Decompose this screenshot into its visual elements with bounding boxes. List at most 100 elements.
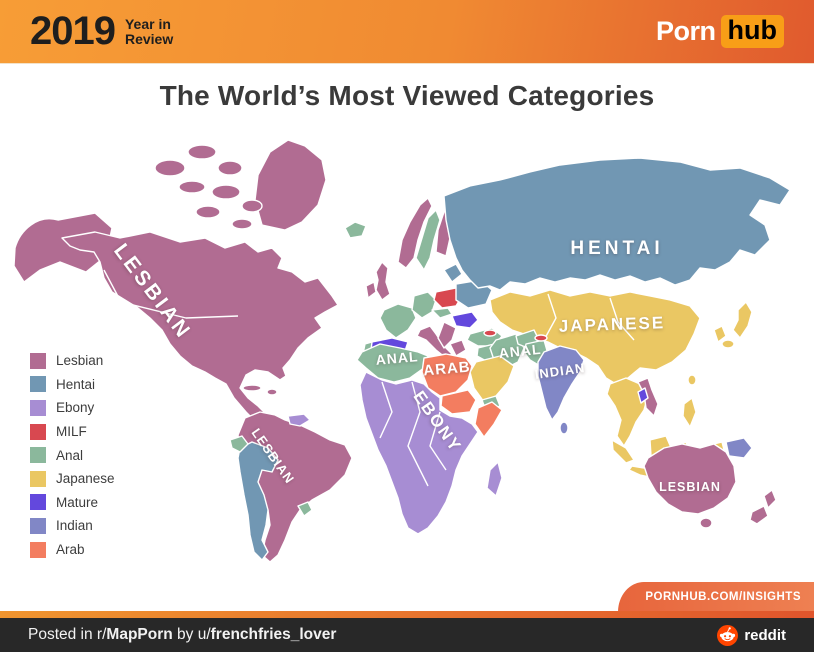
- region-papua-new-guinea: [725, 437, 753, 459]
- page-title: The World’s Most Viewed Categories: [159, 80, 655, 111]
- legend-label: Arab: [56, 542, 85, 558]
- region-arctic-island: [178, 180, 206, 194]
- region-france: [379, 303, 417, 339]
- pornhub-logo: Porn hub: [656, 15, 784, 48]
- username: frenchfries_lover: [210, 626, 337, 643]
- region-greenland: [254, 139, 327, 231]
- reddit-icon: [717, 624, 739, 646]
- region-somalia: [474, 401, 503, 438]
- region-india: [537, 345, 585, 421]
- region-tasmania: [699, 517, 713, 529]
- legend-label: Lesbian: [56, 353, 104, 369]
- border-kazakh-china: [543, 293, 635, 341]
- region-korea: [713, 325, 727, 343]
- reddit-logo: reddit: [717, 624, 786, 646]
- legend-item-lesbian: Lesbian: [30, 349, 115, 373]
- region-greece: [449, 339, 467, 357]
- legend-swatch-lesbian: [30, 352, 46, 369]
- legend-swatch-ebony: [30, 399, 46, 416]
- region-arctic-island: [187, 144, 217, 160]
- legend-swatch-indian: [30, 517, 46, 534]
- legend-item-japanese: Japanese: [30, 467, 115, 491]
- region-taiwan: [687, 374, 697, 386]
- subreddit-name: MapPorn: [106, 626, 173, 643]
- region-saudi-arabia: [469, 355, 515, 403]
- legend-label: Ebony: [56, 400, 95, 416]
- legend-label: Anal: [56, 447, 84, 463]
- region-sweden: [415, 209, 441, 271]
- legend-item-arab: Arab: [30, 538, 115, 562]
- region-sri-lanka: [559, 421, 569, 435]
- insights-badge: PORNHUB.COM/INSIGHTS: [618, 582, 814, 612]
- legend-label: MILF: [56, 424, 87, 440]
- legend-swatch-mature: [30, 494, 46, 511]
- footer-prefix: Posted in r/: [28, 626, 107, 643]
- borders-africa: [379, 381, 447, 487]
- region-sumatra: [611, 439, 635, 464]
- region-japan-south: [721, 339, 735, 349]
- region-arctic-island: [195, 205, 221, 219]
- legend-swatch-hentai: [30, 376, 46, 393]
- region-norway: [397, 197, 433, 269]
- region-new-zealand-south: [749, 505, 769, 525]
- region-germany: [411, 291, 437, 319]
- insights-badge-text: PORNHUB.COM/INSIGHTS: [645, 591, 801, 603]
- legend-swatch-japanese: [30, 470, 46, 487]
- legend-swatch-anal: [30, 447, 46, 464]
- region-guyanas: [287, 413, 311, 427]
- region-tajikistan: [534, 334, 548, 342]
- region-libya-egypt: [421, 353, 473, 397]
- region-philippines: [682, 397, 697, 428]
- footer-bar: Posted in r/MapPorn by u/frenchfries_lov…: [0, 618, 814, 652]
- year-text: 2019: [30, 9, 116, 53]
- region-sudan: [440, 389, 477, 415]
- region-romania-bulgaria: [451, 311, 479, 329]
- legend: Lesbian Hentai Ebony MILF Anal Japanese …: [30, 349, 115, 561]
- region-subsaharan-africa: [359, 371, 479, 535]
- region-cuba: [242, 384, 262, 392]
- region-iceland: [344, 221, 367, 239]
- legend-label: Hentai: [56, 376, 96, 392]
- region-russia: [443, 157, 791, 291]
- year-subtitle-line2: Review: [124, 30, 174, 47]
- region-northwest-africa: [356, 343, 429, 383]
- footer-middle: by u/: [172, 626, 211, 643]
- region-hispaniola: [266, 388, 278, 396]
- legend-swatch-milf: [30, 423, 46, 440]
- region-peru-chile: [237, 441, 279, 561]
- region-ireland: [365, 281, 377, 299]
- region-uruguay: [297, 501, 313, 517]
- legend-label: Japanese: [56, 471, 115, 487]
- region-japan: [732, 301, 753, 339]
- map-label-hentai: HENTAI: [570, 238, 664, 259]
- region-australia: [643, 443, 737, 515]
- legend-swatch-arab: [30, 541, 46, 558]
- footer-caption: Posted in r/MapPorn by u/frenchfries_lov…: [28, 626, 336, 644]
- region-baltics: [443, 263, 463, 283]
- legend-item-ebony: Ebony: [30, 396, 115, 420]
- region-uk: [375, 261, 391, 301]
- region-arctic-island: [211, 184, 241, 200]
- region-arctic-island: [217, 160, 243, 176]
- map-label-lesbian-australia: LESBIAN: [659, 480, 721, 494]
- year-subtitle: Year in Review: [124, 16, 174, 47]
- region-czech-slovakia: [431, 307, 453, 319]
- region-caucasus: [483, 329, 497, 337]
- legend-item-hentai: Hentai: [30, 373, 115, 397]
- legend-item-mature: Mature: [30, 491, 115, 515]
- region-ecuador: [229, 435, 249, 453]
- region-arctic-island: [241, 199, 263, 213]
- header-banner: 2019 Year in Review Porn hub: [0, 0, 814, 64]
- legend-item-anal: Anal: [30, 443, 115, 467]
- legend-label: Indian: [56, 518, 93, 534]
- region-madagascar: [486, 461, 503, 497]
- region-arctic-island: [231, 218, 253, 230]
- legend-item-indian: Indian: [30, 514, 115, 538]
- region-laos: [637, 387, 649, 404]
- legend-item-milf: MILF: [30, 420, 115, 444]
- region-arctic-island: [154, 159, 186, 177]
- region-alaska: [13, 212, 113, 283]
- pornhub-logo-porn: Porn: [656, 16, 716, 46]
